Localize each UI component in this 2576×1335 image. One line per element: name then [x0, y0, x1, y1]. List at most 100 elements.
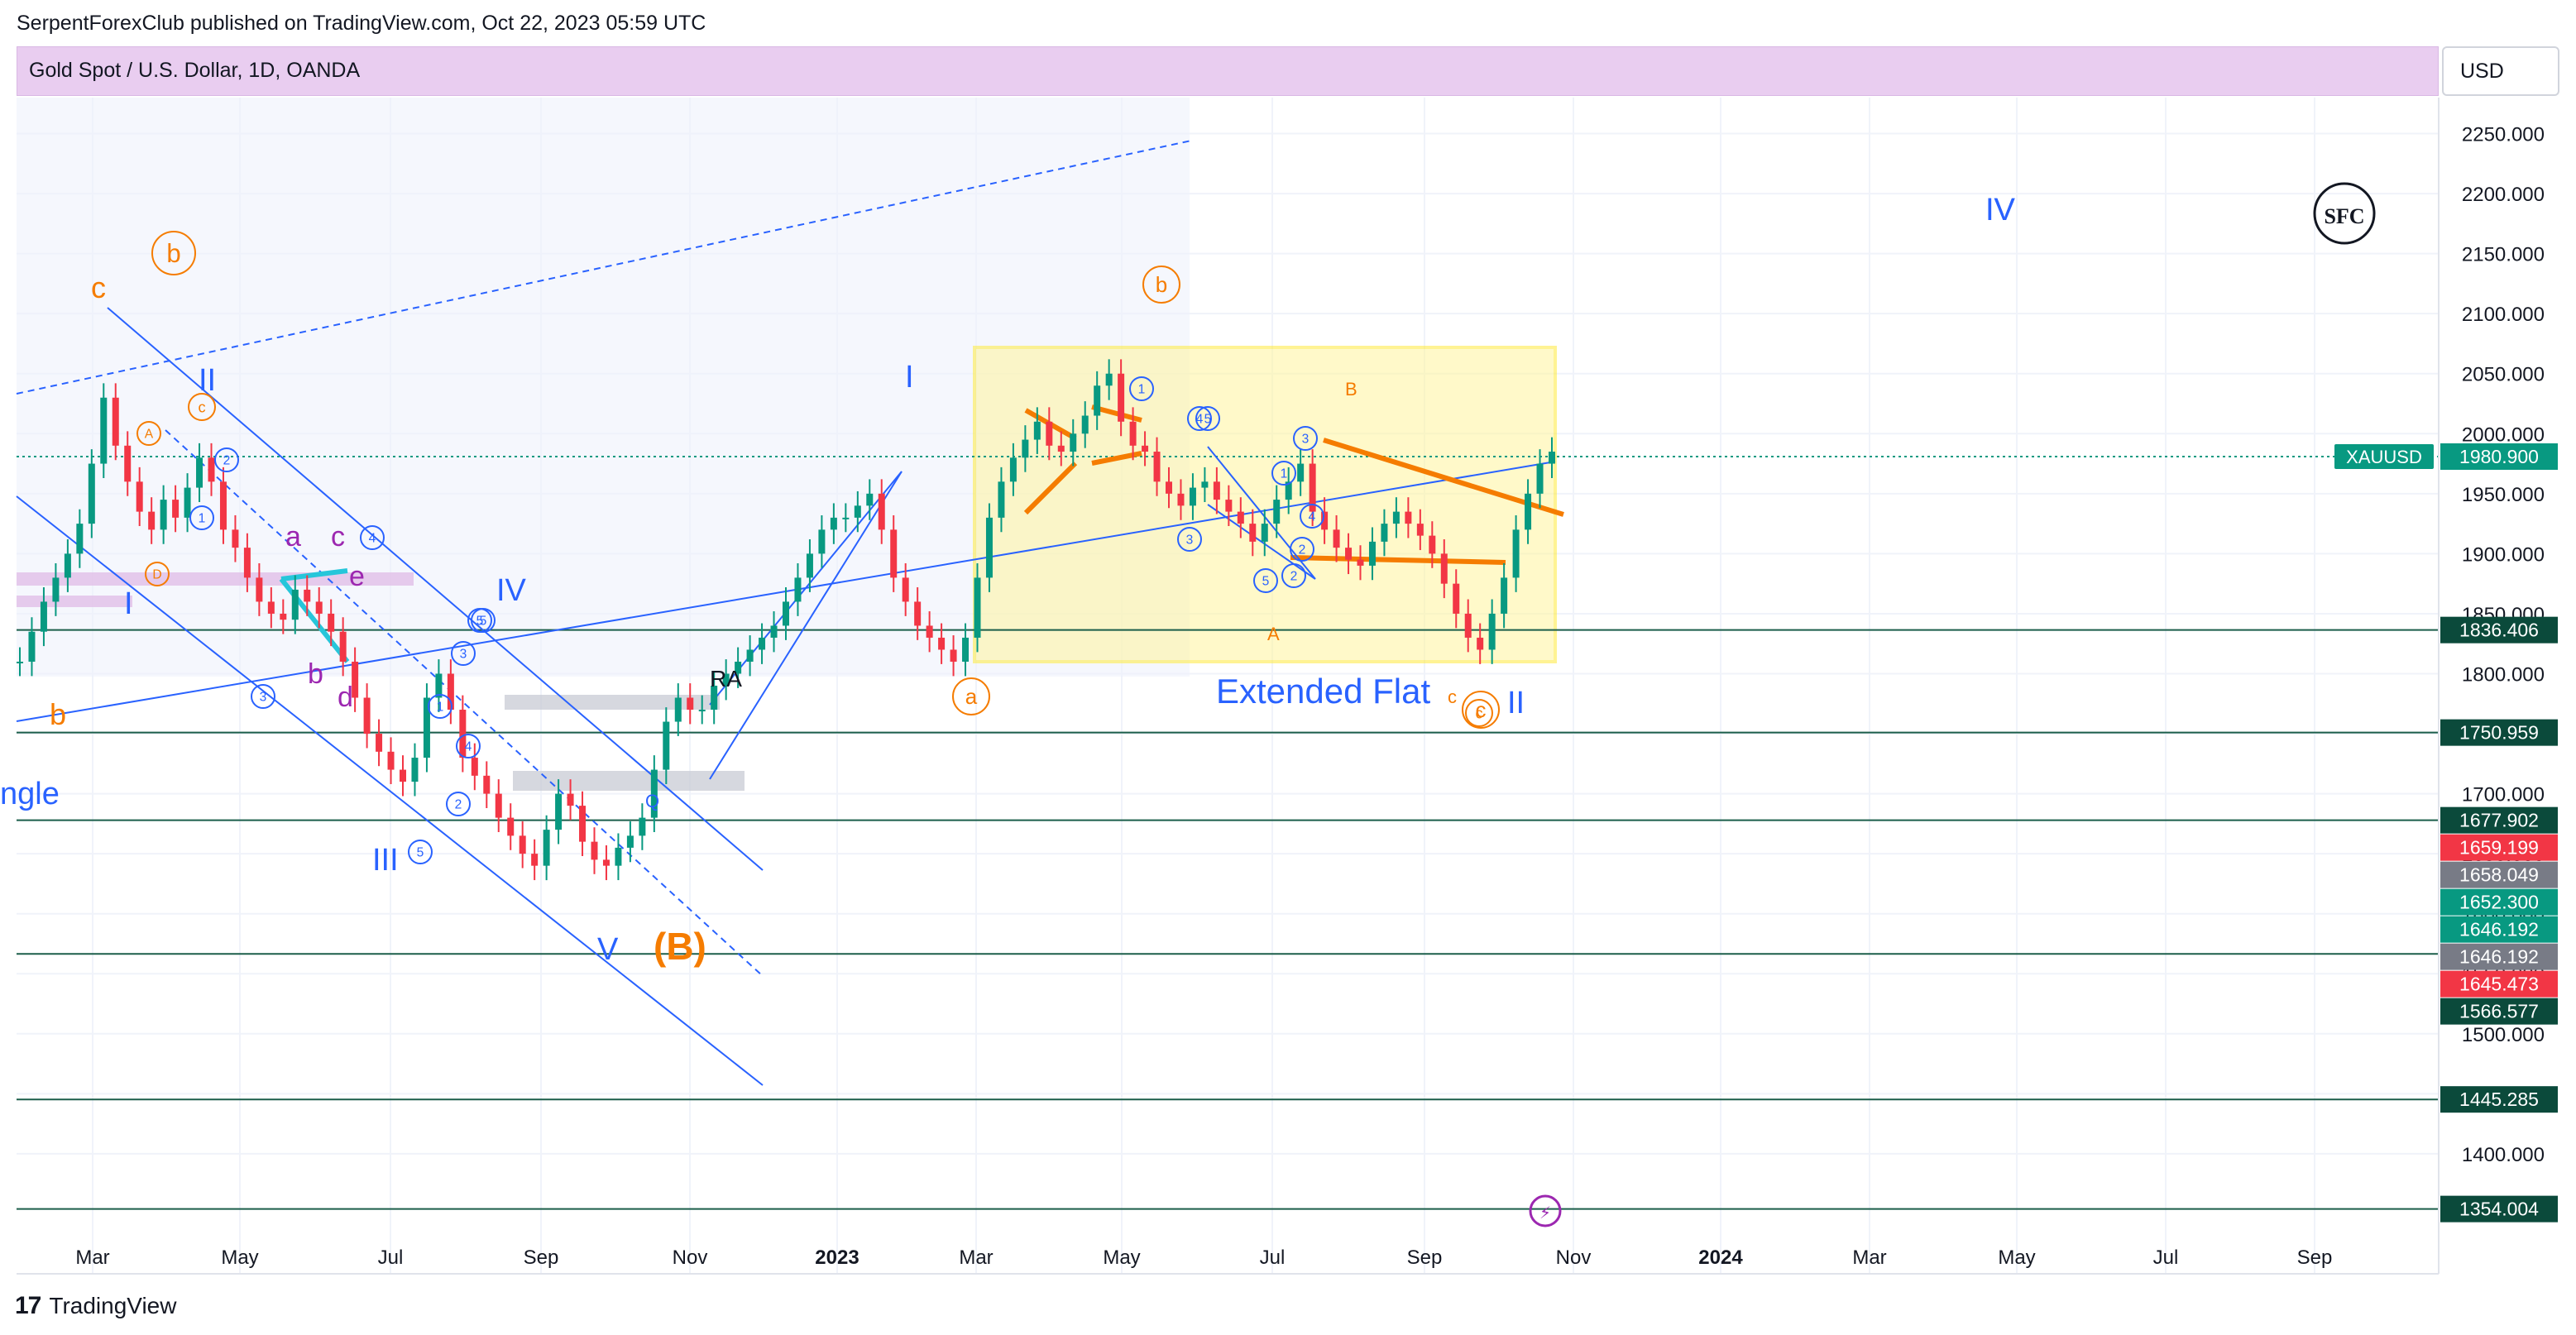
price-tag — [2440, 1195, 2558, 1223]
candle-body — [304, 589, 311, 602]
annotation-label: c — [91, 270, 106, 304]
footer[interactable]: 17 TradingView — [15, 1292, 176, 1320]
symbol-price-tag — [2334, 444, 2434, 470]
candle-body — [1488, 613, 1496, 650]
candle-body — [1213, 481, 1220, 500]
candle-body — [1357, 559, 1364, 566]
x-tick-label: Jul — [1260, 1246, 1286, 1269]
circled-label-ring — [1142, 266, 1180, 304]
candle-body — [866, 493, 874, 506]
x-tick-label: Jul — [2153, 1246, 2179, 1269]
circled-label-ring — [1271, 461, 1296, 486]
candle-body — [531, 854, 539, 866]
x-tick-label: Jul — [378, 1246, 404, 1269]
circled-label-ring — [456, 734, 481, 758]
circled-label-text: c — [198, 399, 205, 415]
candle-body — [1333, 529, 1340, 548]
candle-body — [1070, 433, 1077, 452]
circled-label-ring — [1129, 376, 1154, 401]
candle-body — [1201, 481, 1209, 488]
candle-body — [1416, 524, 1424, 536]
circled-label-ring — [188, 393, 216, 421]
candle-body — [543, 830, 550, 866]
candle-body — [100, 397, 108, 464]
price-label: 1836.406 — [2459, 620, 2539, 641]
circled-label-text: 2 — [1299, 543, 1306, 557]
annotation-label: I — [905, 360, 914, 395]
candle-body — [1189, 487, 1196, 506]
candle-body — [363, 697, 371, 734]
circled-label-text: 4 — [465, 739, 472, 754]
candle-body — [626, 835, 634, 848]
candle-body — [783, 601, 789, 626]
annotation-label: ngle — [0, 777, 60, 811]
small-channel-a — [1207, 446, 1316, 580]
price-tag — [2440, 888, 2558, 916]
price-label: 1646.192 — [2459, 919, 2539, 940]
candle-body — [1440, 553, 1448, 584]
circled-label-text: 4 — [369, 531, 376, 545]
circled-label-ring — [1187, 406, 1212, 431]
candle-body — [1536, 463, 1544, 494]
price-label: 1354.004 — [2459, 1199, 2539, 1220]
y-tick-label: 1500.000 — [2462, 1024, 2545, 1046]
candle-body — [1009, 457, 1017, 482]
circled-label-text: 5 — [417, 845, 424, 859]
candle-body — [1237, 511, 1244, 524]
candle-body — [459, 710, 467, 758]
candle-body — [902, 577, 909, 602]
candle-body — [328, 613, 335, 632]
candle-body — [1225, 500, 1233, 512]
annotation-label: III — [372, 843, 399, 878]
annotation-label: I — [1985, 193, 1994, 227]
candle-body — [196, 457, 203, 488]
candle-body — [376, 734, 383, 752]
circled-label-text: 1 — [1281, 467, 1288, 481]
annotation-label: RA — [710, 666, 742, 691]
candle-body — [160, 500, 167, 530]
price-tag — [2440, 806, 2558, 834]
candle-body — [770, 625, 778, 638]
candle-body — [519, 835, 526, 854]
circled-label-ring — [1462, 691, 1500, 729]
candle-body — [64, 553, 71, 578]
wedge-lower — [1290, 555, 1506, 565]
candle-body — [806, 553, 813, 578]
price-tag — [2440, 861, 2558, 888]
price-series — [17, 359, 1555, 881]
annotation-label: V — [597, 932, 619, 967]
candle-body — [76, 524, 84, 554]
candle-body — [1429, 535, 1436, 554]
candle-body — [1249, 524, 1257, 542]
candle-body — [435, 673, 443, 698]
x-tick-label: Mar — [959, 1246, 993, 1269]
circled-label-text: 5 — [480, 614, 487, 628]
candle-body — [280, 613, 287, 620]
candle-body — [148, 511, 156, 530]
circled-label-text: c — [1476, 697, 1487, 722]
x-tick-label: 2024 — [1698, 1246, 1743, 1269]
candle-body — [1501, 577, 1508, 614]
circled-label-text: 4 — [1309, 510, 1316, 524]
candle-body — [1153, 452, 1161, 482]
circled-label-ring — [1465, 699, 1493, 727]
annotation-label: II — [199, 363, 216, 398]
currency-selector[interactable]: USD — [2442, 46, 2559, 96]
circled-label-text: A — [145, 427, 154, 441]
candle-body — [962, 637, 970, 662]
symbol-legend-bar[interactable]: Gold Spot / U.S. Dollar, 1D, OANDA — [17, 46, 2439, 96]
candle-body — [711, 686, 718, 711]
y-tick-label: 2250.000 — [2462, 124, 2545, 146]
candle-body — [759, 637, 766, 650]
candle-body — [1057, 445, 1065, 452]
candle-body — [1512, 529, 1520, 578]
price-tag — [2440, 916, 2558, 943]
candle-body — [52, 577, 60, 602]
candle-body — [411, 758, 419, 782]
y-tick-label: 2050.000 — [2462, 364, 2545, 386]
axes: Mar May Jul Sep Nov 2023 Mar May Jul Sep Nov 2024 Ma… — [17, 98, 2558, 1275]
candle-body — [1477, 637, 1484, 650]
x-tick-label: Mar — [75, 1246, 109, 1269]
circled-label-text: 5 — [1262, 574, 1270, 588]
